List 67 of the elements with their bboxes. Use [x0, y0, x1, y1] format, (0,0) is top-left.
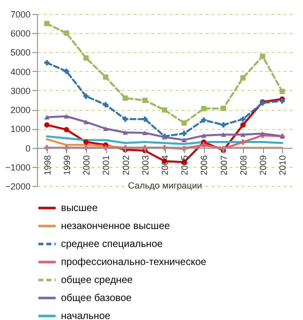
legend-label: среднее специальное: [61, 239, 164, 250]
point: [220, 132, 226, 137]
x-tick-label: 1998: [42, 155, 52, 176]
point: [44, 20, 50, 26]
point: [181, 130, 187, 136]
point: [201, 142, 206, 148]
point: [64, 30, 70, 36]
x-tick-label: 2007: [218, 155, 229, 176]
point: [181, 120, 187, 126]
point: [142, 98, 148, 104]
point: [83, 94, 89, 99]
point: [220, 106, 226, 112]
y-tick-label: 2000: [10, 105, 30, 116]
legend-label: профессионально-техническое: [61, 257, 207, 268]
legend-label: начальное: [61, 311, 111, 320]
point: [44, 60, 50, 66]
y-tick-label: 4000: [10, 66, 30, 77]
point: [240, 116, 246, 122]
point: [64, 114, 70, 119]
point: [240, 132, 246, 137]
x-tick-label: 1999: [62, 155, 72, 176]
point: [83, 139, 89, 145]
point: [122, 95, 128, 101]
point: [201, 106, 206, 112]
point: [64, 126, 70, 132]
y-tick-label: 1000: [10, 124, 30, 134]
point: [103, 74, 108, 80]
y-tick-label: −1000: [5, 162, 30, 172]
point: [142, 130, 148, 136]
point: [103, 126, 108, 131]
y-tick-label: 7000: [10, 10, 30, 20]
point: [201, 117, 206, 123]
point: [122, 116, 128, 122]
point: [142, 116, 148, 122]
x-tick-label: 2009: [258, 155, 268, 176]
y-tick-label: 6000: [10, 28, 30, 39]
x-tick-label: 2008: [238, 155, 248, 176]
x-tick-label: 2005: [180, 155, 190, 176]
point: [260, 54, 266, 59]
x-tick-label: 2000: [82, 155, 92, 176]
x-tick-label: 2010: [278, 155, 288, 176]
x-tick-label: 2003: [140, 155, 150, 176]
point: [44, 114, 50, 120]
x-tick-label: 2004: [160, 155, 170, 176]
legend-label: высшее: [61, 203, 98, 214]
point: [181, 138, 187, 142]
y-tick-label: −2000: [5, 182, 30, 192]
point: [44, 122, 50, 128]
legend-label: общее базовое: [61, 293, 132, 304]
point: [201, 133, 206, 138]
y-tick-label: 5000: [10, 48, 30, 58]
point: [64, 68, 70, 74]
x-tick-label: 2001: [101, 155, 112, 176]
point: [83, 120, 89, 124]
legend-label: незаконченное высшее: [61, 221, 170, 232]
x-axis-title: Сальдо миграции: [128, 180, 202, 190]
legend-label: общее среднее: [61, 275, 134, 286]
y-tick-label: 3000: [10, 86, 30, 96]
point: [240, 122, 246, 128]
x-tick-label: 2006: [199, 155, 210, 176]
point: [240, 75, 246, 80]
x-tick-label: 2002: [120, 155, 131, 176]
point: [103, 102, 108, 108]
y-tick-label: 0: [25, 143, 30, 154]
point: [220, 122, 226, 128]
point: [122, 130, 128, 135]
point: [280, 88, 285, 94]
